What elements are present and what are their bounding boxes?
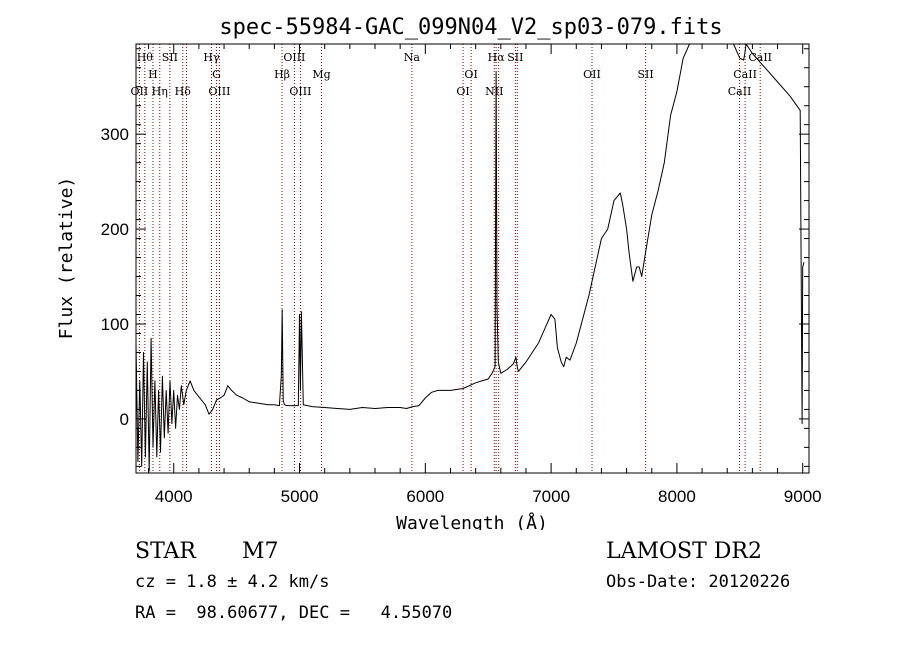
line-marker-label: SII [507, 51, 523, 64]
line-marker-label: OII [583, 68, 601, 81]
line-marker-label: Hθ [137, 51, 154, 64]
line-marker-label: Na [404, 51, 421, 64]
x-tick-label: 9000 [784, 487, 822, 506]
line-marker-label: OI [464, 68, 477, 81]
line-marker-label: Hδ [175, 85, 192, 98]
spectral-line-markers: HθHHηOIISIIHδHγGOIIIHβOIIIOIIIMgNaOIOINI… [131, 44, 772, 473]
spectrum-line [135, 43, 805, 472]
sky-coordinates: RA = 98.60677, DEC = 4.55070 [135, 603, 453, 623]
line-marker-label: Mg [312, 68, 330, 81]
x-tick-label: 8000 [658, 487, 696, 506]
line-marker-label: H [148, 68, 158, 81]
x-axis-label: Wavelength (Å) [396, 512, 548, 530]
line-marker-label: SII [162, 51, 178, 64]
chart-title: spec-55984-GAC_099N04_V2_sp03-079.fits [219, 15, 722, 40]
x-tick-label: 5000 [281, 487, 319, 506]
x-tick-label: 6000 [406, 487, 444, 506]
x-axis: 4000 5000 6000 7000 8000 9000 [148, 44, 822, 506]
line-marker-label: OIII [208, 85, 230, 98]
line-marker-label: OI [456, 85, 469, 98]
y-tick-label: 100 [101, 315, 129, 334]
spectrum-series [135, 43, 805, 472]
y-tick-label: 200 [101, 220, 129, 239]
line-marker-label: Hη [152, 85, 168, 98]
y-axis: 0 100 200 300 [101, 48, 809, 467]
line-marker-label: Hβ [274, 68, 290, 81]
line-marker-label: OII [131, 85, 149, 98]
line-marker-label: SII [637, 68, 653, 81]
survey-name: LAMOST DR2 [606, 539, 762, 564]
x-tick-label: 7000 [532, 487, 570, 506]
x-tick-label: 4000 [155, 487, 193, 506]
line-marker-label: CaII [728, 85, 752, 98]
line-marker-label: OIII [289, 85, 311, 98]
line-marker-label: OIII [283, 51, 305, 64]
line-marker-label: Hγ [203, 51, 220, 64]
plot-frame [135, 43, 810, 474]
line-marker-label: CaII [748, 51, 772, 64]
object-subclass: M7 [242, 539, 279, 564]
object-class: STAR [135, 539, 196, 564]
redshift-cz: cz = 1.8 ± 4.2 km/s [135, 572, 330, 592]
y-tick-label: 300 [101, 125, 129, 144]
y-axis-label: Flux (relative) [56, 177, 77, 340]
spectrum-chart: spec-55984-GAC_099N04_V2_sp03-079.fits H… [56, 15, 822, 530]
observation-date: Obs-Date: 20120226 [606, 572, 791, 592]
line-marker-label: NII [485, 85, 503, 98]
y-tick-label: 0 [120, 410, 129, 429]
line-marker-label: G [212, 68, 221, 81]
line-marker-label: CaII [733, 68, 757, 81]
line-marker-label: Hα [488, 51, 506, 64]
